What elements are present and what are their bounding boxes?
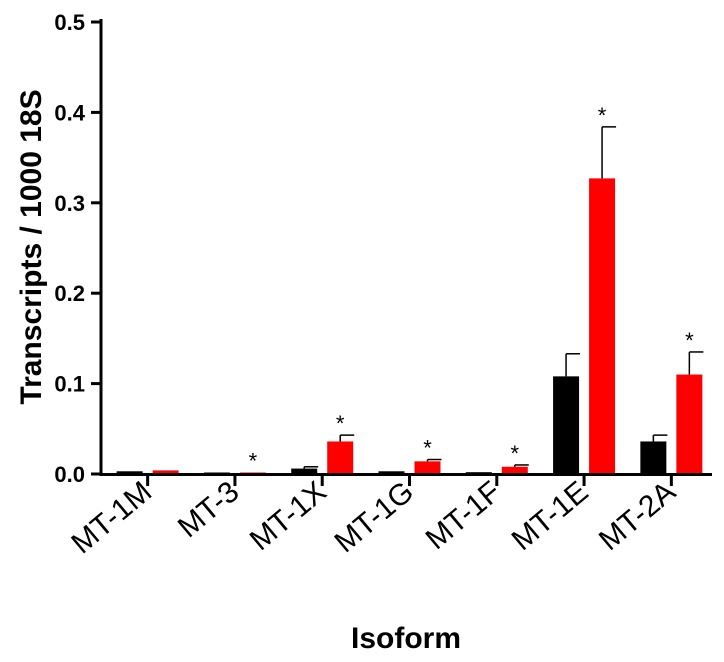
- bar-series-1: [553, 376, 580, 474]
- significance-marker: *: [336, 411, 345, 436]
- y-tick-label: 0.5: [54, 10, 85, 35]
- significance-marker: *: [511, 441, 520, 466]
- x-tick-label: MT-2A: [593, 475, 682, 557]
- x-axis-title: Isoform: [351, 622, 461, 655]
- significance-layer: * * * * * *: [249, 103, 694, 474]
- y-tick-label: 0.1: [54, 372, 85, 397]
- error-bars-layer: [303, 126, 704, 469]
- significance-marker: *: [598, 103, 607, 128]
- x-tick-label: MT-1E: [506, 475, 595, 557]
- bar-series-2: [152, 470, 179, 474]
- significance-marker: *: [423, 436, 432, 461]
- y-tick-label: 0.4: [54, 100, 85, 125]
- significance-marker: *: [685, 328, 694, 353]
- x-tick-label: MT-1F: [420, 475, 508, 556]
- x-tick-label: MT-1M: [65, 475, 158, 560]
- bar-series-2: [327, 441, 354, 474]
- y-tick-label: 0.0: [54, 462, 85, 487]
- bar-series-2: [414, 461, 441, 474]
- bar-series-1: [640, 441, 667, 474]
- y-tick-label: 0.2: [54, 281, 85, 306]
- y-axis-title: Transcripts / 1000 18S: [15, 89, 48, 404]
- bar-series-1: [378, 471, 405, 474]
- bar-series-1: [116, 471, 143, 474]
- bar-series-2: [501, 466, 528, 474]
- x-tick-label: MT-1G: [329, 475, 420, 559]
- x-axis: [99, 473, 712, 486]
- bar-series-2: [676, 374, 703, 474]
- x-tick-label: MT-1X: [244, 475, 333, 557]
- bars-layer: [116, 178, 703, 474]
- significance-marker: *: [249, 449, 258, 474]
- y-axis: 0.0 0.1 0.2 0.3 0.4 0.5: [54, 10, 103, 487]
- bar-series-1: [291, 468, 318, 474]
- bar-series-2: [589, 178, 616, 474]
- y-tick-label: 0.3: [54, 191, 85, 216]
